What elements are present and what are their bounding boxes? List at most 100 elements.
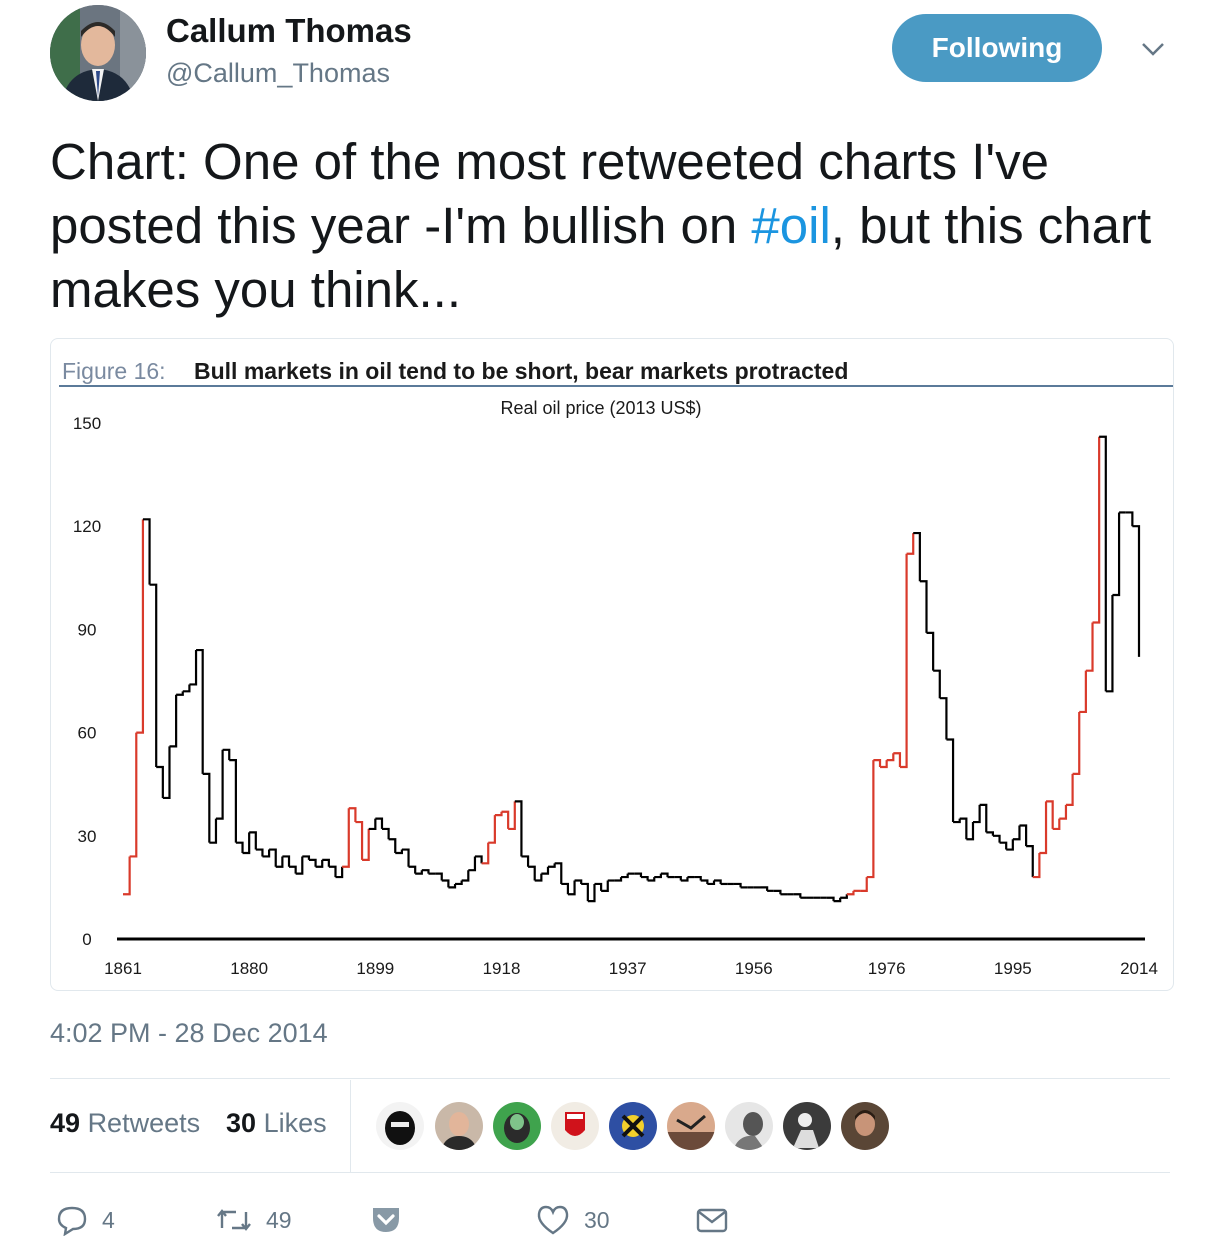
retweets-stat[interactable]: 49 Retweets <box>50 1108 200 1139</box>
x-tick-label: 1880 <box>230 959 268 978</box>
direct-message-action[interactable] <box>696 1204 728 1236</box>
price-segment <box>222 748 231 761</box>
price-segment <box>574 879 583 884</box>
hashtag-link[interactable]: #oil <box>751 197 831 254</box>
avatar-photo <box>50 5 146 101</box>
y-tick-label: 30 <box>78 827 97 846</box>
tweet-media-chart[interactable]: Figure 16: Bull markets in oil tend to b… <box>50 338 1174 991</box>
author-name[interactable]: Callum Thomas <box>166 12 412 49</box>
price-segment <box>169 694 178 748</box>
price-segment <box>866 760 875 879</box>
price-segment <box>860 877 868 892</box>
price-segment <box>275 856 284 868</box>
price-segment <box>1059 804 1068 820</box>
price-segment <box>647 877 656 882</box>
price-segment <box>634 872 643 878</box>
price-segment <box>501 810 510 829</box>
price-segment <box>714 879 722 884</box>
price-segment <box>381 827 390 840</box>
x-tick-label: 1861 <box>104 959 142 978</box>
liker-avatar[interactable] <box>551 1102 599 1150</box>
price-segment <box>474 855 483 864</box>
liker-avatar[interactable] <box>609 1102 657 1150</box>
price-segment <box>999 841 1008 850</box>
liker-avatar[interactable] <box>667 1102 715 1150</box>
price-segment <box>388 838 397 853</box>
likes-label: Likes <box>263 1108 327 1138</box>
price-segment <box>1125 511 1134 527</box>
liker-avatar[interactable] <box>783 1102 831 1150</box>
price-segment <box>587 883 596 903</box>
price-segment <box>793 893 802 898</box>
x-tick-label: 1956 <box>735 959 773 978</box>
y-tick-label: 90 <box>78 620 97 639</box>
like-action[interactable]: 30 <box>536 1204 610 1236</box>
price-segment <box>601 880 609 892</box>
price-segment <box>315 859 324 868</box>
price-segment <box>262 849 271 858</box>
price-segment <box>461 870 470 882</box>
price-segment <box>308 858 317 867</box>
price-segment <box>880 760 888 769</box>
price-segment <box>972 804 981 824</box>
price-segment <box>209 818 218 844</box>
price-segment <box>295 856 304 875</box>
price-segment <box>1065 773 1074 806</box>
price-segment <box>1026 845 1034 878</box>
reply-icon <box>57 1206 87 1236</box>
author-avatar[interactable] <box>50 5 146 101</box>
price-segment <box>933 669 941 699</box>
retweets-label: Retweets <box>87 1108 201 1138</box>
author-handle[interactable]: @Callum_Thomas <box>166 58 390 88</box>
retweet-action[interactable]: 49 <box>216 1204 292 1236</box>
tweet-text-part: Chart: One of the most retweeted charts … <box>50 133 1050 254</box>
price-segment <box>621 873 629 879</box>
liker-avatar[interactable] <box>725 1102 773 1150</box>
price-segment <box>322 858 330 867</box>
reply-count: 4 <box>102 1206 115 1233</box>
price-segment <box>946 738 955 823</box>
divider <box>50 1078 1170 1079</box>
price-segment <box>1112 512 1121 597</box>
price-segment <box>1006 839 1014 851</box>
following-button[interactable]: Following <box>892 14 1102 82</box>
price-segment <box>1105 595 1114 693</box>
price-segment <box>992 834 1001 843</box>
liker-avatar[interactable] <box>493 1102 541 1150</box>
price-segment <box>1079 670 1087 714</box>
y-tick-label: 0 <box>82 930 91 949</box>
x-tick-label: 2014 <box>1120 959 1158 978</box>
likes-stat[interactable]: 30 Likes <box>226 1108 327 1139</box>
tweet-text-part: , but this chart makes you think... <box>50 197 1152 318</box>
more-options-chevron-icon[interactable] <box>1140 36 1166 62</box>
price-segment <box>926 631 935 671</box>
pocket-icon <box>373 1208 399 1232</box>
likes-count: 30 <box>226 1108 257 1138</box>
price-segment <box>1046 800 1054 829</box>
price-segment <box>986 831 995 836</box>
price-segment <box>255 848 264 857</box>
price-segment <box>581 882 589 902</box>
price-segment <box>408 865 417 874</box>
price-segment <box>182 684 191 693</box>
divider <box>350 1080 351 1172</box>
price-segment <box>913 531 921 582</box>
tweet-timestamp[interactable]: 4:02 PM - 28 Dec 2014 <box>50 1018 328 1048</box>
price-segment <box>1099 435 1107 692</box>
price-segment <box>368 818 377 831</box>
y-tick-label: 150 <box>73 414 101 433</box>
price-segment <box>335 866 344 879</box>
price-segment <box>328 865 337 878</box>
price-segment <box>362 828 370 861</box>
liker-avatar[interactable] <box>435 1102 483 1150</box>
price-segment <box>760 886 769 891</box>
pocket-action[interactable] <box>370 1204 402 1236</box>
price-segment <box>979 803 988 833</box>
chart-title: Bull markets in oil tend to be short, be… <box>194 358 848 384</box>
price-segment <box>481 842 490 865</box>
reply-action[interactable]: 4 <box>56 1204 115 1236</box>
price-segment <box>733 882 742 888</box>
liker-avatar[interactable] <box>376 1102 424 1150</box>
liker-avatar[interactable] <box>841 1102 889 1150</box>
price-segment <box>594 882 603 891</box>
